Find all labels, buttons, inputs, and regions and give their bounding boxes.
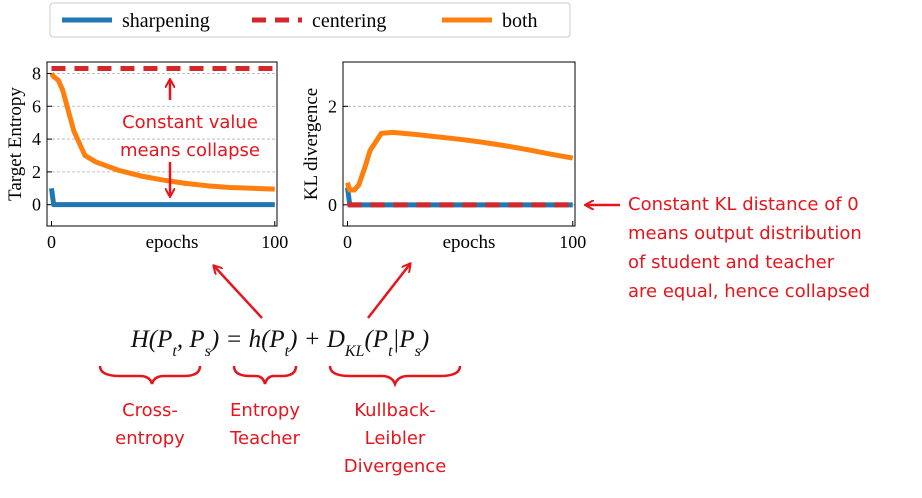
x-tick-label: 100: [559, 232, 586, 252]
annotation: means output distribution: [628, 223, 862, 244]
annotation: Constant value: [122, 112, 258, 133]
plot-area: [345, 129, 574, 208]
x-axis-label: epochs: [443, 232, 496, 253]
annotation: means collapse: [120, 140, 260, 161]
chart: 0 2 0 100 epochs KL divergence: [301, 61, 586, 253]
y-tick-label: 6: [32, 96, 41, 116]
term-label: Kullback-: [354, 400, 436, 421]
y-tick-label: 2: [328, 96, 337, 116]
term-label: Teacher: [229, 428, 300, 449]
annotation: are equal, hence collapsed: [628, 281, 870, 302]
arrows: [98, 80, 620, 388]
equation-part: KL: [344, 343, 365, 360]
equation-part: , P: [177, 326, 205, 353]
y-tick-label: 8: [32, 63, 41, 83]
equation-part: t: [388, 343, 393, 360]
equation-part: s: [415, 343, 421, 360]
plot-area: [48, 66, 275, 208]
equation-part: ): [419, 326, 429, 353]
axes-frame: [46, 61, 278, 227]
legend-label: centering: [312, 10, 386, 32]
legend: sharpening centering both: [49, 2, 571, 38]
annotation: of student and teacher: [628, 252, 835, 273]
y-tick-label: 2: [32, 162, 41, 182]
term-label: Cross-: [122, 400, 178, 421]
series-line: [345, 129, 574, 193]
series-line: [49, 72, 275, 192]
term-label: Leibler: [365, 428, 426, 449]
legend-frame: [49, 2, 571, 38]
annotation: Constant KL distance of 0: [628, 194, 859, 215]
annotations: Constant value means collapse Constant KL …: [115, 112, 870, 477]
chart: 0 2 4 6 8 0 100 epochs Target Entropy sharpening c…: [5, 2, 571, 253]
equation-part: H(P: [130, 326, 173, 353]
axes-frame: [342, 61, 576, 227]
legend-label: sharpening: [122, 10, 210, 32]
series-line: [345, 187, 573, 208]
charts: 0 2 4 6 8 0 100 epochs Target Entropy sharpening c…: [5, 2, 586, 253]
y-tick-label: 0: [32, 195, 41, 215]
x-tick-label: 100: [261, 232, 288, 252]
x-tick-label: 0: [47, 232, 56, 252]
term-label: Divergence: [344, 456, 447, 477]
y-tick-label: 4: [32, 129, 41, 149]
equation-part: |P: [393, 326, 415, 353]
equation-part: ) + D: [287, 326, 345, 353]
equation-part: t: [172, 343, 177, 360]
equation-part: ) = h(P: [209, 326, 285, 353]
x-tick-label: 0: [343, 232, 352, 252]
term-label: Entropy: [230, 400, 300, 421]
equation-part: s: [205, 343, 211, 360]
equation-part: (P: [364, 326, 388, 353]
legend-label: both: [502, 10, 538, 32]
series-line: [48, 187, 275, 208]
equation-part: t: [285, 343, 290, 360]
y-axis-label: KL divergence: [301, 88, 322, 200]
y-tick-label: 0: [328, 195, 337, 215]
term-label: entropy: [115, 428, 185, 449]
y-axis-label: Target Entropy: [5, 87, 26, 201]
x-axis-label: epochs: [146, 232, 199, 253]
equation: H(Pt, Ps) = h(Pt) + DKL(Pt|Ps): [130, 326, 429, 360]
